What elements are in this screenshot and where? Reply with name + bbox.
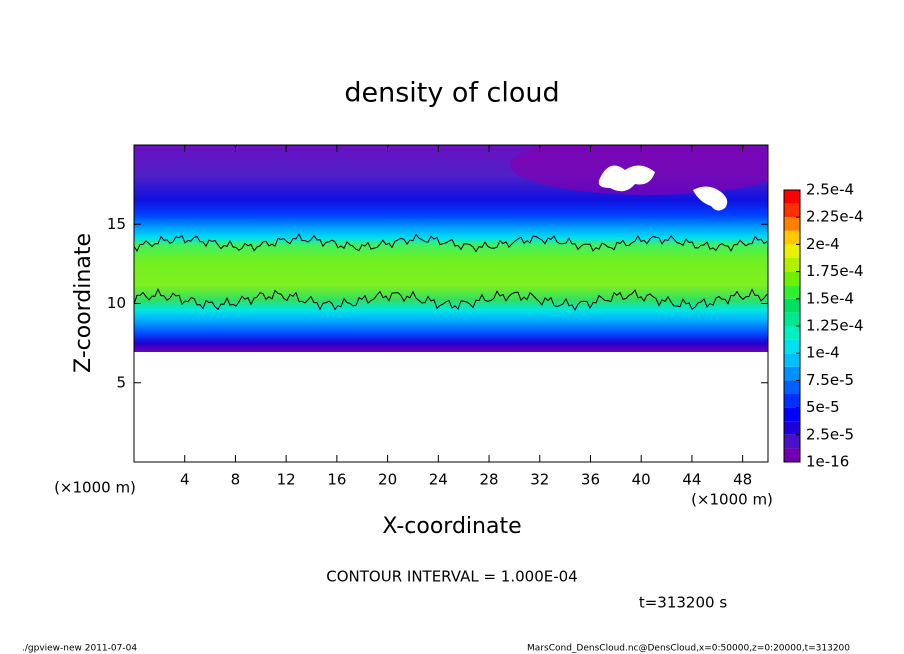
colorbar-cell [784, 407, 800, 422]
colorbar-cell [784, 190, 800, 204]
field-gap [598, 165, 655, 192]
colorbar-cell [784, 271, 800, 286]
colorbar-label: 1.5e-4 [806, 289, 854, 307]
colorbar-label: 1e-4 [806, 344, 840, 362]
colorbar-cell [784, 326, 800, 340]
footer-right: MarsCond_DensCloud.nc@DensCloud,x=0:5000… [527, 644, 850, 654]
x-tick-label: 8 [231, 471, 241, 489]
colorbar-cell [784, 366, 800, 381]
x-tick-label: 40 [632, 471, 651, 489]
colorbar-cell [784, 394, 800, 408]
colorbar-label: 1.75e-4 [806, 262, 864, 280]
y-axis-label: Z-coordinate [71, 233, 96, 373]
y-tick-label: 5 [116, 373, 126, 391]
colorbar-label: 2.5e-4 [806, 181, 854, 199]
field-patch [510, 145, 768, 195]
colorbar-cell [784, 339, 800, 354]
x-unit-left: (×1000 m) [54, 479, 136, 497]
x-tick-label: 24 [429, 471, 448, 489]
x-axis-label: X-coordinate [382, 514, 521, 539]
colorbar-label: 2e-4 [806, 235, 840, 253]
colorbar-cell [784, 434, 800, 449]
colorbar-label: 2.25e-4 [806, 208, 864, 226]
x-tick-label: 20 [378, 471, 397, 489]
x-tick-label: 48 [733, 471, 752, 489]
colorbar-label: 2.5e-5 [806, 425, 854, 443]
axes: 4 8 12 16 20 24 28 32 36 40 44 48510151e-162.5e-55e… [107, 145, 864, 489]
x-tick-label: 4 [180, 471, 190, 489]
colorbar-cell [784, 230, 800, 245]
colorbar-label: 1.25e-4 [806, 317, 864, 335]
x-tick-label: 12 [277, 471, 296, 489]
x-tick-label: 36 [581, 471, 600, 489]
contour-line [134, 287, 768, 312]
y-tick-label: 15 [107, 215, 126, 233]
x-tick-label: 28 [479, 471, 498, 489]
colorbar-cell [784, 312, 800, 326]
x-tick-label: 16 [327, 471, 346, 489]
x-unit-right: (×1000 m) [691, 491, 773, 509]
colorbar-cell [784, 203, 800, 218]
colorbar-cell [784, 448, 800, 462]
colorbar-cell [784, 217, 800, 231]
footer-left: ./gpview-new 2011-07-04 [22, 644, 137, 654]
contour-lines [134, 233, 768, 312]
field-gap [693, 186, 728, 211]
contour-interval: CONTOUR INTERVAL = 1.000E-04 [326, 568, 577, 586]
chart-title: density of cloud [344, 78, 559, 109]
colorbar-cell [784, 353, 800, 367]
colorbar-cell [784, 244, 800, 258]
colorbar-label: 5e-5 [806, 398, 840, 416]
field [134, 145, 768, 352]
colorbar-cell [784, 380, 800, 394]
colorbar-cell [784, 298, 800, 313]
x-tick-label: 32 [530, 471, 549, 489]
colorbar-label: 7.5e-5 [806, 371, 854, 389]
colorbar-cell [784, 285, 800, 299]
y-tick-label: 10 [107, 294, 126, 312]
colorbar-label: 1e-16 [806, 453, 849, 471]
time-label: t=313200 s [639, 594, 727, 612]
colorbar-cell [784, 421, 800, 435]
colorbar-cell [784, 258, 800, 272]
x-tick-label: 44 [682, 471, 701, 489]
contour-line [134, 233, 768, 253]
